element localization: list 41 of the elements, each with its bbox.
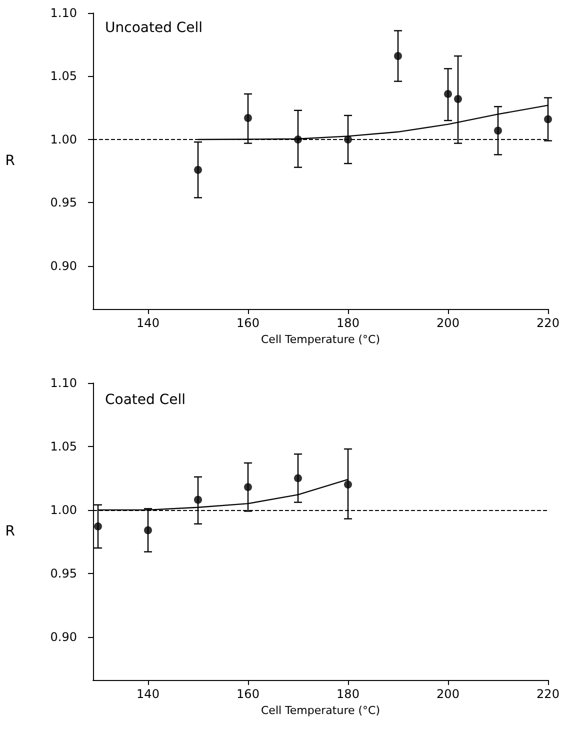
y-tick-label: 1.05 (50, 439, 77, 454)
y-tick-label: 1.00 (50, 502, 77, 517)
point (194, 496, 202, 504)
point (294, 474, 302, 482)
point (94, 522, 102, 530)
x-tick-label: 200 (436, 687, 460, 701)
y-tick-label: 0.95 (50, 566, 77, 580)
y-tick-label: 1.10 (50, 6, 77, 20)
point (294, 136, 302, 144)
text: Uncoated Cell (105, 20, 203, 36)
point (544, 115, 552, 124)
y-tick-label: 0.95 (50, 196, 77, 210)
x-tick-label: 160 (236, 316, 260, 330)
y-tick-label: 0.90 (50, 258, 77, 273)
x-axis-title: Cell Temperature (°C) (261, 704, 380, 717)
x-tick-label: 160 (236, 687, 260, 701)
x-tick-label: 140 (136, 316, 160, 330)
x-tick-label: 200 (436, 316, 460, 330)
point (394, 52, 402, 60)
x-tick-label: 180 (336, 316, 360, 330)
point (144, 526, 152, 534)
x-tick-label: 180 (336, 687, 360, 701)
y-tick-label: 1.00 (50, 132, 77, 146)
point (444, 90, 452, 98)
point (344, 480, 352, 489)
text: Coated Cell (105, 392, 186, 408)
point (244, 483, 252, 492)
y-tick-label: 1.10 (50, 376, 77, 390)
y-tick-label: 0.90 (50, 630, 77, 644)
y-axis-title: R (5, 524, 16, 540)
x-tick-label: 220 (536, 687, 560, 701)
point (344, 136, 352, 144)
x-axis-title: Cell Temperature (°C) (261, 332, 380, 346)
point (244, 114, 252, 122)
x-tick-label: 220 (536, 316, 560, 330)
point (194, 166, 202, 174)
y-tick-label: 1.05 (50, 69, 77, 84)
point (494, 126, 502, 135)
y-axis-title: R (5, 153, 16, 169)
x-tick-label: 140 (136, 687, 160, 701)
point (454, 95, 462, 104)
